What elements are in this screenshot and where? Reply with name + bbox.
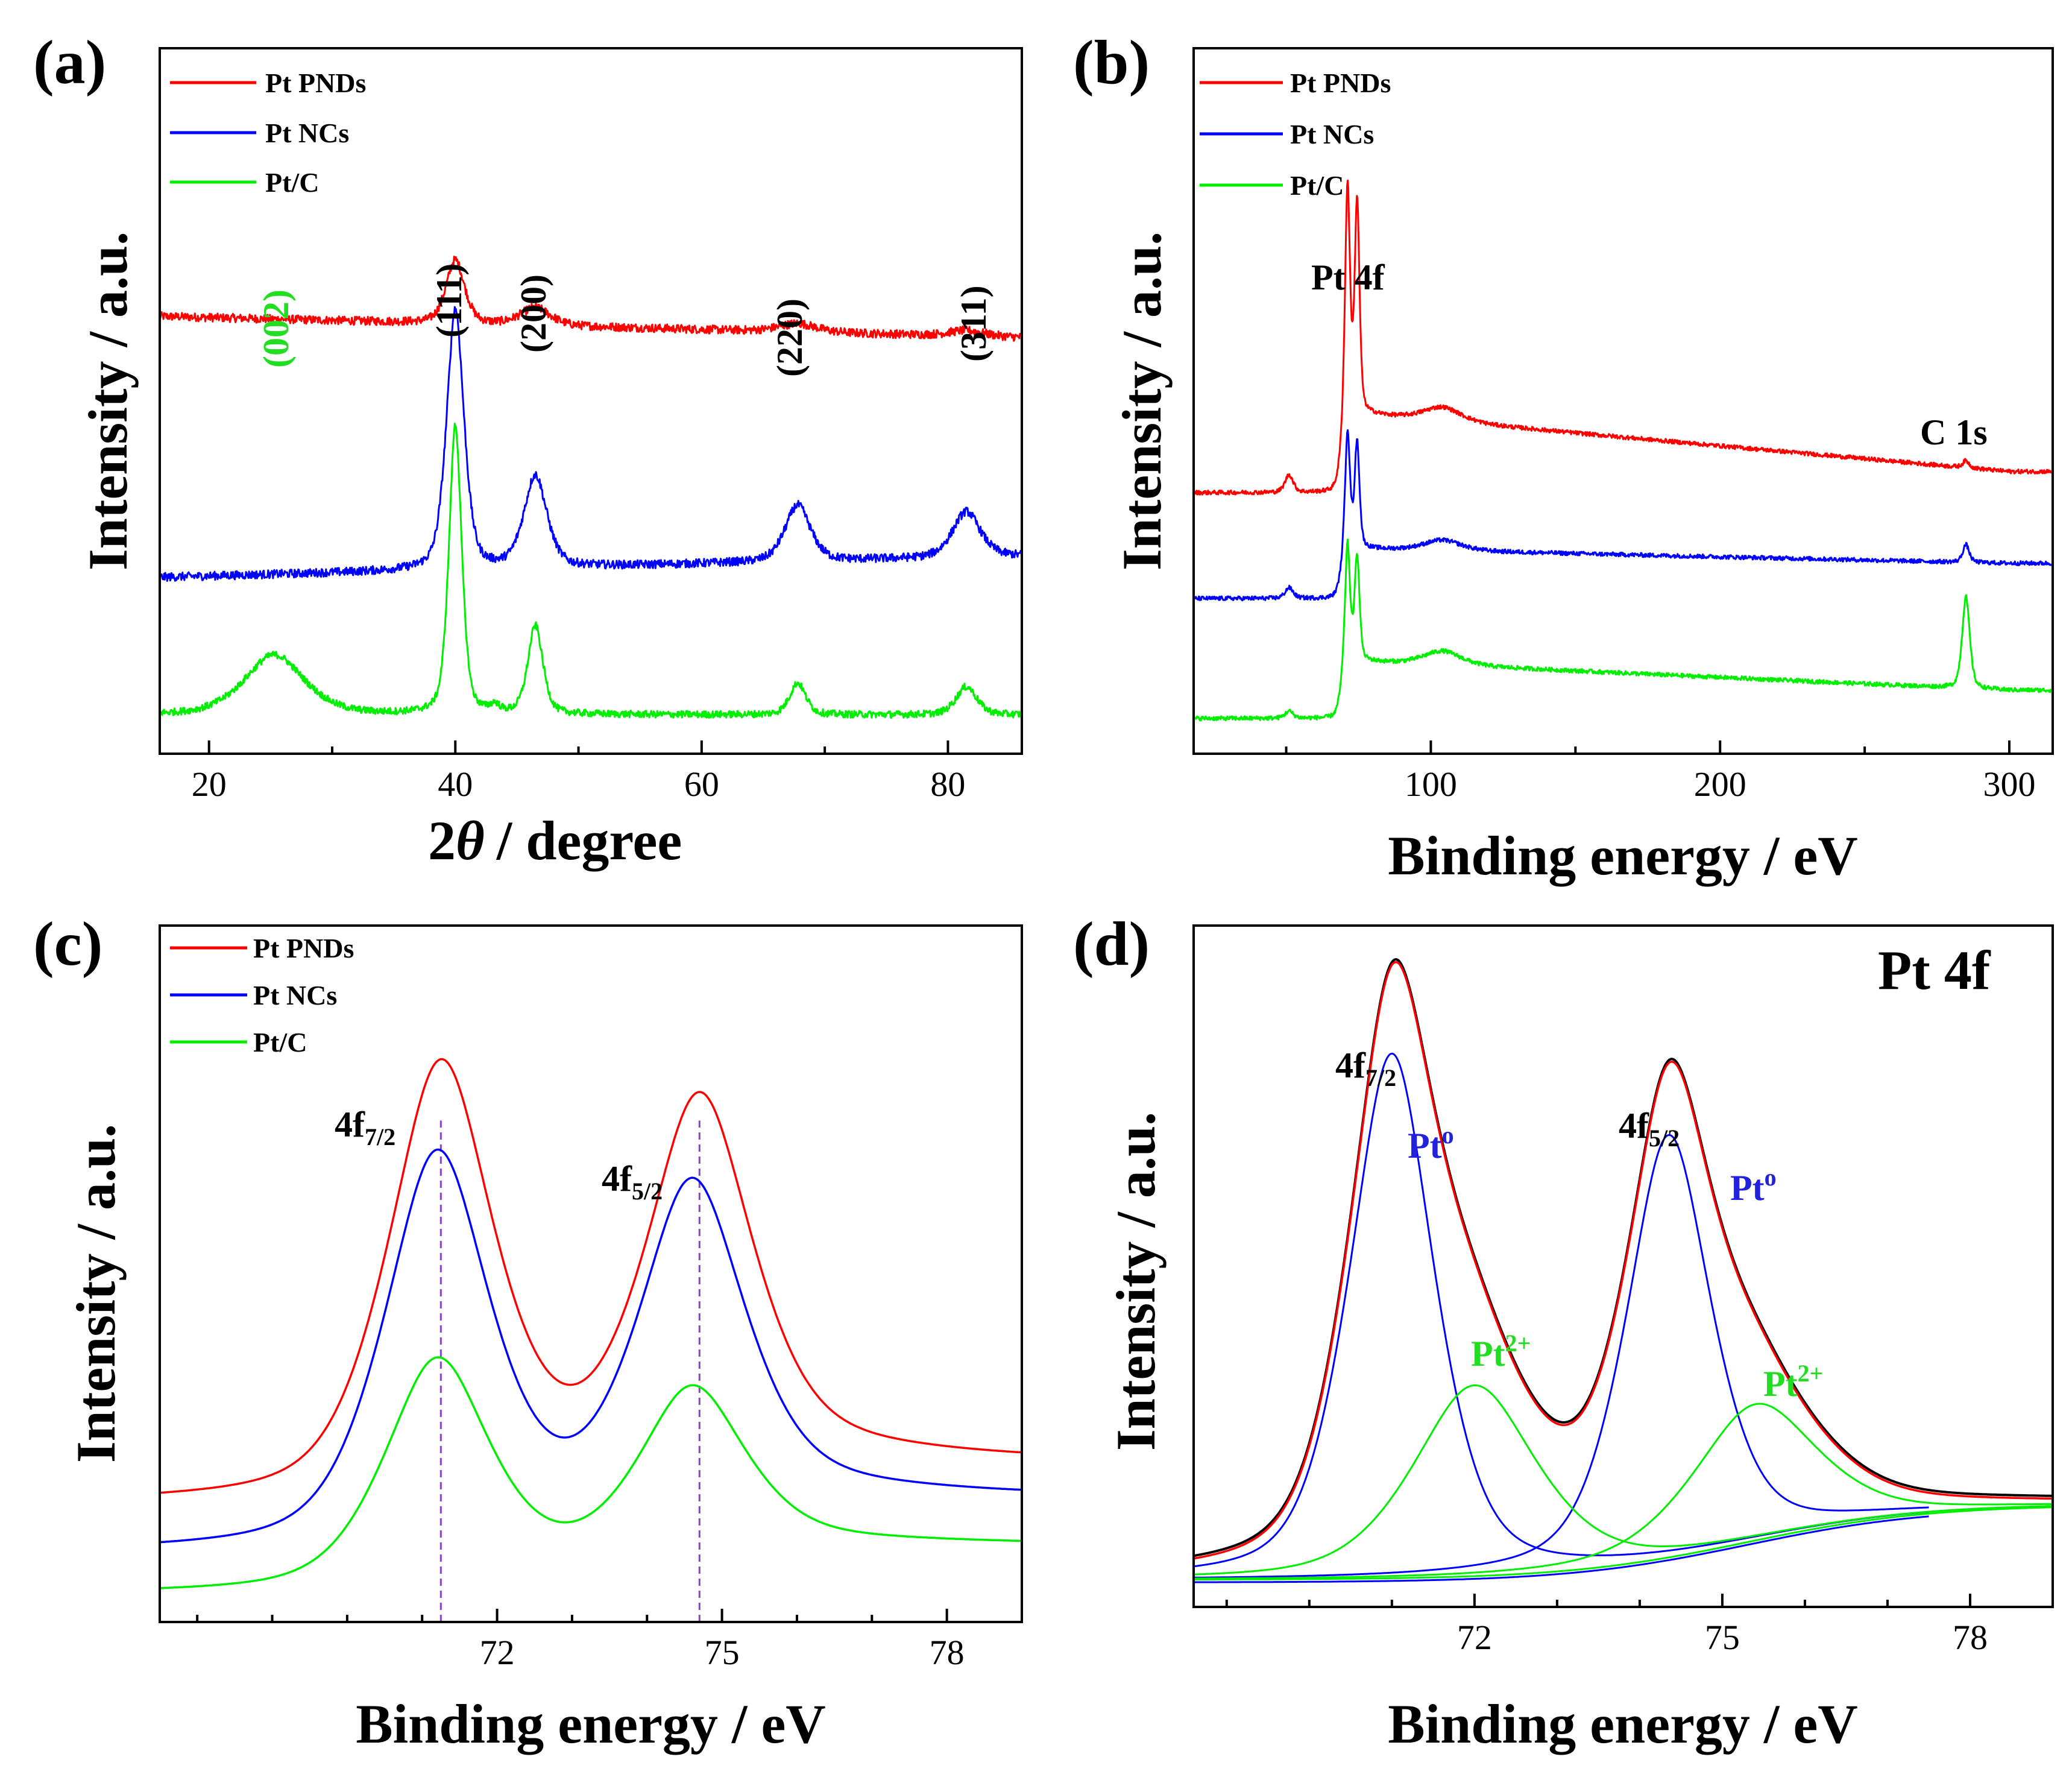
legend-label-pt-pnds: Pt PNDs xyxy=(1290,68,1391,98)
panel-a-y-axis-label: Intensity / a.u. xyxy=(77,232,139,570)
panel-c-label: (c) xyxy=(33,909,102,979)
species-label-pt2-a: Pt2+ xyxy=(1471,1330,1531,1374)
panel-b-tick-label-200: 200 xyxy=(1694,765,1746,804)
panel-b-tick-label-100: 100 xyxy=(1405,765,1457,804)
panel-a: (a) 20 40 60 80 Pt PNDs Pt NCs Pt/C (002) (… xyxy=(33,28,1023,871)
peak-label-4f7-2: 4f7/2 xyxy=(335,1105,395,1150)
series-pt-c xyxy=(159,1356,1022,1589)
panel-c-tick-label-78: 78 xyxy=(930,1633,965,1672)
legend-label-pt-ncs: Pt NCs xyxy=(1290,119,1374,150)
series-pt-pnds xyxy=(159,1058,1022,1494)
panel-a-tick-label-60: 60 xyxy=(684,765,719,804)
panel-a-peak-labels: (002) (111) (200) (220) (311) xyxy=(256,264,993,377)
series-pt-pnds xyxy=(159,256,1022,342)
peak-label-311: (311) xyxy=(954,285,993,362)
panel-c-frame xyxy=(159,924,1023,1623)
panel-a-tick-label-40: 40 xyxy=(438,765,473,804)
series-pt-c xyxy=(159,423,1023,719)
panel-d-series xyxy=(1193,958,2053,1583)
peak-label-220: (220) xyxy=(770,298,810,377)
component-pt2-4f5-2 xyxy=(1194,1403,2053,1580)
panel-c-legend: Pt PNDs Pt NCs Pt/C xyxy=(170,933,354,1058)
panel-d-title: Pt 4f xyxy=(1878,939,1991,1001)
envelope-fit xyxy=(1193,961,2053,1560)
panel-b-y-axis-label: Intensity / a.u. xyxy=(1111,232,1173,570)
panel-b-tick-label-300: 300 xyxy=(1983,765,2036,804)
panel-a-tick-label-20: 20 xyxy=(192,765,227,804)
species-label-pt0-b: Pto xyxy=(1730,1164,1777,1208)
peak-label-002: (002) xyxy=(256,289,296,368)
panel-c-x-ticks: 72 75 78 xyxy=(196,1609,1023,1672)
panel-a-tick-label-80: 80 xyxy=(930,765,965,804)
background-green xyxy=(1194,1506,2053,1580)
annotation-pt-4f: Pt 4f xyxy=(1311,257,1385,297)
panel-b-label: (b) xyxy=(1073,28,1150,97)
panel-b-x-axis-label: Binding energy / eV xyxy=(1388,825,1857,886)
peak-label-111: (111) xyxy=(429,264,469,338)
species-label-pt2-b: Pt2+ xyxy=(1763,1360,1823,1404)
panel-d-frame xyxy=(1192,924,2054,1608)
panel-d: (d) 72 75 78 Pt 4f 4f7/2 4f5/2 Pto Pto Pt2… xyxy=(1073,909,2054,1755)
series-pt-ncs xyxy=(1192,429,2054,602)
panel-d-x-ticks: 72 75 78 xyxy=(1225,1594,2054,1657)
panel-c-series xyxy=(159,1058,1022,1589)
panel-a-series xyxy=(159,256,1023,719)
peak-label-4f7-2: 4f7/2 xyxy=(1335,1046,1396,1091)
peak-label-200: (200) xyxy=(514,274,553,353)
species-label-pt0-a: Pto xyxy=(1408,1122,1454,1166)
legend-label-pt-c: Pt/C xyxy=(265,167,319,198)
series-pt-ncs xyxy=(159,306,1023,582)
legend-label-pt-ncs: Pt NCs xyxy=(253,980,337,1011)
annotation-c-1s: C 1s xyxy=(1920,412,1988,452)
series-pt-c xyxy=(1193,538,2053,722)
panel-b-series xyxy=(1192,179,2054,722)
legend-label-pt-c: Pt/C xyxy=(253,1027,307,1058)
panel-d-y-axis-label: Intensity / a.u. xyxy=(1105,1112,1167,1451)
panel-b-frame xyxy=(1192,47,2054,755)
panel-b-x-ticks: 100 200 300 xyxy=(1285,740,2036,804)
panel-a-legend: Pt PNDs Pt NCs Pt/C xyxy=(170,68,366,198)
panel-c-tick-label-72: 72 xyxy=(480,1633,515,1672)
series-pt-pnds xyxy=(1192,179,2054,496)
panel-c: (c) 72 75 78 Pt PNDs Pt NCs Pt/C 4f7/2 4f5… xyxy=(33,909,1023,1755)
panel-c-y-axis-label: Intensity / a.u. xyxy=(65,1124,127,1463)
background-blue xyxy=(1194,1515,1929,1583)
legend-label-pt-c: Pt/C xyxy=(1290,170,1344,201)
panel-b: (b) 100 200 300 Pt PNDs Pt NCs Pt/C Pt 4f … xyxy=(1073,28,2054,886)
panel-d-x-axis-label: Binding energy / eV xyxy=(1388,1693,1857,1755)
panel-d-tick-label-75: 75 xyxy=(1705,1618,1740,1657)
series-pt-ncs xyxy=(159,1148,1022,1544)
panel-a-label: (a) xyxy=(33,28,106,97)
panel-a-x-axis-label: 2θ / degree xyxy=(428,810,682,871)
panel-a-x-ticks: 20 40 60 80 xyxy=(192,740,965,804)
panel-c-tick-label-75: 75 xyxy=(705,1633,740,1672)
panel-c-x-axis-label: Binding energy / eV xyxy=(356,1693,825,1755)
panel-d-label: (d) xyxy=(1073,909,1150,979)
legend-label-pt-ncs: Pt NCs xyxy=(265,118,349,148)
panel-d-tick-label-72: 72 xyxy=(1457,1618,1492,1657)
peak-label-4f5-2: 4f5/2 xyxy=(1619,1106,1680,1152)
legend-label-pt-pnds: Pt PNDs xyxy=(253,933,354,964)
panel-a-frame xyxy=(159,47,1023,755)
panel-b-legend: Pt PNDs Pt NCs Pt/C xyxy=(1200,68,1391,201)
panel-d-tick-label-78: 78 xyxy=(1953,1618,1988,1657)
component-pt0-4f5-2 xyxy=(1194,1134,1929,1579)
peak-label-4f5-2: 4f5/2 xyxy=(602,1159,663,1205)
legend-label-pt-pnds: Pt PNDs xyxy=(265,68,366,98)
